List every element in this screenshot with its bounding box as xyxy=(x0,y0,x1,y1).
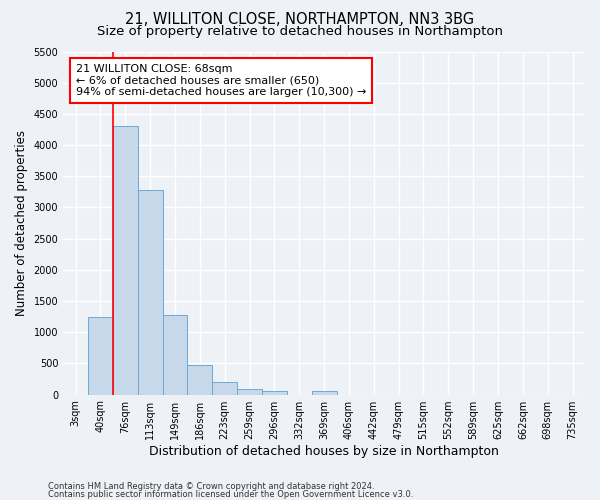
Text: Contains public sector information licensed under the Open Government Licence v3: Contains public sector information licen… xyxy=(48,490,413,499)
Text: Contains HM Land Registry data © Crown copyright and database right 2024.: Contains HM Land Registry data © Crown c… xyxy=(48,482,374,491)
Bar xyxy=(113,126,138,394)
Y-axis label: Number of detached properties: Number of detached properties xyxy=(15,130,28,316)
Bar xyxy=(237,389,262,394)
Bar xyxy=(187,364,212,394)
Bar xyxy=(163,316,187,394)
Text: 21, WILLITON CLOSE, NORTHAMPTON, NN3 3BG: 21, WILLITON CLOSE, NORTHAMPTON, NN3 3BG xyxy=(125,12,475,28)
Text: 21 WILLITON CLOSE: 68sqm
← 6% of detached houses are smaller (650)
94% of semi-d: 21 WILLITON CLOSE: 68sqm ← 6% of detache… xyxy=(76,64,366,97)
Bar xyxy=(212,382,237,394)
X-axis label: Distribution of detached houses by size in Northampton: Distribution of detached houses by size … xyxy=(149,444,499,458)
Bar xyxy=(262,391,287,394)
Bar xyxy=(311,391,337,394)
Text: Size of property relative to detached houses in Northampton: Size of property relative to detached ho… xyxy=(97,25,503,38)
Bar xyxy=(88,316,113,394)
Bar xyxy=(138,190,163,394)
